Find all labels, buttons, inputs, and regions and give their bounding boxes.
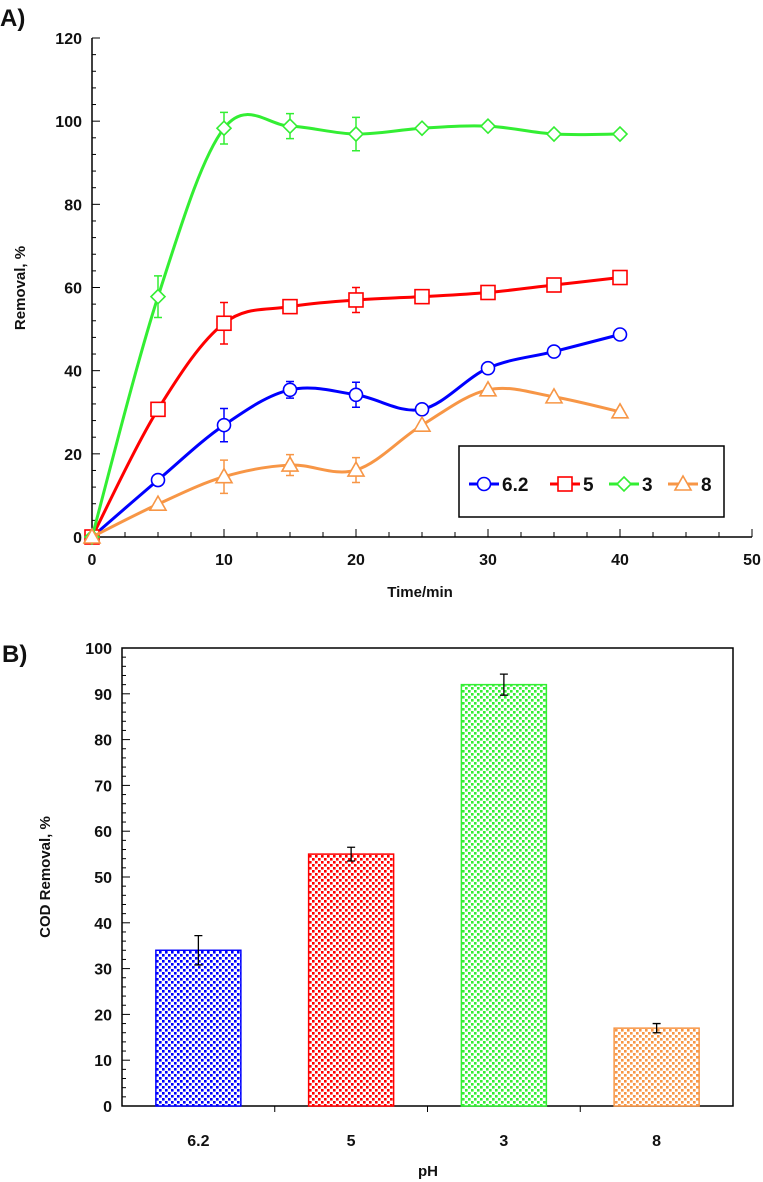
diamond-marker: [413, 120, 431, 137]
diamond-marker: [615, 475, 633, 493]
triangle-marker: [148, 494, 168, 511]
legend-label: 5: [583, 475, 594, 496]
triangle-marker: [346, 460, 366, 477]
y-tick-label: 100: [85, 641, 112, 658]
error-bar: [652, 1022, 661, 1034]
circle-marker: [348, 387, 364, 403]
triangle-marker: [280, 455, 300, 472]
y-tick-label: 40: [94, 916, 112, 933]
x-tick-label: 0: [88, 552, 97, 569]
panel-label-b: B): [2, 641, 27, 668]
y-tick-label: 60: [64, 281, 82, 298]
chart-b: B) pH COD Removal, % 0 10 20 30 40 50 60 70 80 90…: [2, 641, 734, 1180]
triangle-marker: [214, 467, 234, 484]
y-axis-title-a: Removal, %: [12, 246, 29, 330]
y-tick-label: 20: [64, 447, 82, 464]
square-marker: [612, 269, 628, 286]
error-bar: [499, 673, 508, 696]
panel-label-a: A): [0, 5, 25, 32]
bar-5: [307, 853, 395, 1107]
error-bar: [347, 846, 356, 862]
chart-a: A) Time/min Removal, % 0 20 40 60 80 100 120 0 1…: [0, 5, 761, 601]
y-tick-label: 30: [94, 962, 112, 979]
diamond-marker: [479, 118, 497, 135]
legend-item: 3: [609, 475, 653, 496]
square-marker: [348, 292, 364, 308]
series-5: [84, 269, 628, 545]
triangle-marker: [544, 387, 564, 404]
circle-marker: [476, 476, 492, 492]
diamond-marker: [545, 125, 563, 143]
bar-8: [613, 1027, 700, 1107]
circle-marker: [546, 344, 562, 359]
bar-6.2: [155, 949, 242, 1107]
x-axis-title-a: Time/min: [387, 584, 453, 601]
y-tick-label: 0: [73, 530, 82, 547]
diamond-marker: [347, 125, 365, 143]
y-tick-label: 80: [94, 733, 112, 750]
circle-marker: [216, 417, 232, 433]
error-bar: [194, 934, 203, 966]
x-tick-label: 5: [347, 1133, 356, 1150]
square-marker: [216, 315, 232, 332]
x-tick-label: 20: [347, 552, 365, 569]
diamond-marker: [611, 125, 629, 143]
y-tick-label: 90: [94, 687, 112, 704]
y-tick-label: 80: [64, 197, 82, 214]
series-3: [83, 111, 629, 546]
circle-marker: [480, 360, 496, 376]
triangle-marker: [478, 380, 498, 397]
square-marker: [414, 288, 430, 305]
circle-marker: [414, 402, 430, 417]
triangle-marker: [412, 415, 432, 432]
triangle-marker: [610, 402, 630, 419]
y-tick-label: 60: [94, 824, 112, 841]
y-tick-label: 20: [94, 1007, 112, 1024]
x-tick-label: 8: [652, 1133, 661, 1150]
x-tick-label: 30: [479, 552, 497, 569]
triangle-marker: [673, 474, 693, 491]
legend-a: 6.2 5 3 8: [458, 445, 725, 518]
series-8: [82, 380, 630, 544]
legend-label: 6.2: [502, 475, 528, 496]
diamond-marker: [281, 118, 299, 135]
diamond-marker: [149, 288, 167, 305]
y-axis-title-b: COD Removal, %: [37, 816, 54, 938]
y-tick-label: 40: [64, 364, 82, 381]
square-marker: [557, 476, 573, 492]
x-tick-label: 6.2: [187, 1133, 209, 1150]
square-marker: [546, 277, 562, 293]
y-tick-label: 70: [94, 778, 112, 795]
x-tick-label: 3: [499, 1133, 508, 1150]
circle-marker: [150, 472, 166, 488]
y-tick-label: 10: [94, 1053, 112, 1070]
x-tick-label: 40: [611, 552, 629, 569]
series-6.2: [84, 327, 628, 545]
x-tick-label: 10: [215, 552, 233, 569]
legend-label: 3: [642, 475, 653, 496]
legend-item: 6.2: [469, 475, 528, 496]
x-axis-title-b: pH: [418, 1163, 438, 1180]
legend-item: 8: [668, 474, 712, 496]
triangle-marker: [82, 527, 102, 544]
x-tick-label: 50: [743, 552, 761, 569]
square-marker: [480, 284, 496, 301]
circle-marker: [612, 327, 628, 342]
square-marker: [150, 401, 166, 418]
legend-label: 8: [701, 475, 712, 496]
diamond-marker: [215, 120, 233, 137]
circle-marker: [282, 382, 298, 398]
legend-item: 5: [550, 475, 594, 496]
y-tick-label: 120: [55, 31, 82, 48]
bar-3: [460, 683, 548, 1107]
y-tick-label: 0: [103, 1099, 112, 1116]
y-tick-label: 50: [94, 870, 112, 887]
y-tick-label: 100: [55, 114, 82, 131]
square-marker: [282, 298, 298, 315]
